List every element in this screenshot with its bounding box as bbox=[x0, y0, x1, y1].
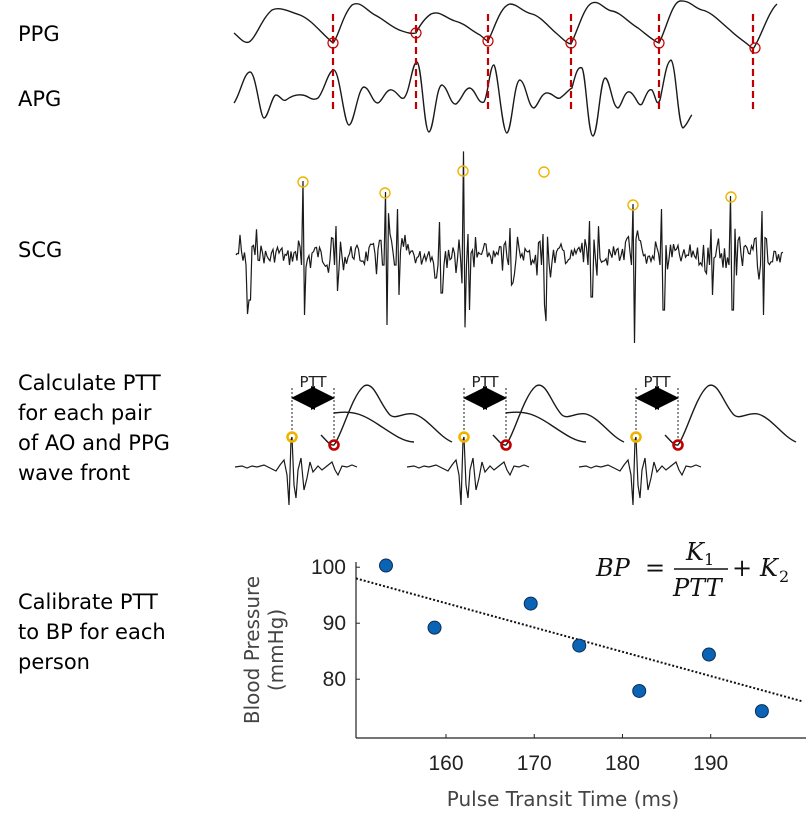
eq-term: K bbox=[759, 554, 780, 582]
x-tick-label: 160 bbox=[428, 752, 463, 775]
ppg-foot-marker bbox=[653, 37, 665, 49]
ppg-foot-marker bbox=[565, 37, 577, 49]
scg-label: SCG bbox=[18, 238, 63, 262]
calibrate-step-label: Calibrate PTT to BP for each person bbox=[18, 590, 166, 674]
eq-term-sub: 2 bbox=[779, 567, 789, 586]
ppg-foot-marker bbox=[672, 439, 684, 451]
y-axis-title: Blood Pressure bbox=[240, 576, 264, 724]
y-axis-units: (mmHg) bbox=[264, 609, 288, 691]
eq-plus: + bbox=[732, 554, 752, 582]
ppg-foot-marker bbox=[500, 439, 512, 451]
ptt-label: PTT bbox=[471, 373, 499, 391]
apg-label: APG bbox=[18, 87, 62, 111]
ptt-step-label: Calculate PTT for each pair of AO and PP… bbox=[18, 371, 170, 485]
ppg-waveform bbox=[233, 0, 778, 51]
ptt-pairs: PTT PTT PTT bbox=[234, 373, 797, 506]
scg-beat-fragment bbox=[578, 436, 702, 506]
ppg-foot-markers bbox=[327, 27, 761, 54]
ao-marker bbox=[627, 199, 639, 211]
eq-denominator: PTT bbox=[672, 574, 724, 602]
ppg-foot-marker bbox=[328, 439, 340, 451]
ao-markers bbox=[297, 165, 737, 211]
data-point bbox=[572, 638, 587, 653]
data-point bbox=[754, 704, 769, 719]
eq-lhs: BP bbox=[595, 554, 631, 582]
ppg-foot-marker bbox=[410, 27, 422, 39]
data-point bbox=[632, 683, 647, 698]
alignment-lines bbox=[331, 14, 755, 112]
ppg-foot-marker bbox=[327, 37, 339, 49]
x-tick-label: 190 bbox=[693, 752, 728, 775]
ppg-beat-fragment bbox=[505, 384, 797, 446]
ptt-label: PTT bbox=[643, 373, 671, 391]
eq-equals: = bbox=[645, 554, 665, 582]
y-tick-label: 100 bbox=[311, 556, 346, 579]
scg-beat-fragment bbox=[406, 436, 530, 506]
ptt-pair: PTT bbox=[505, 373, 797, 506]
ao-marker bbox=[457, 165, 469, 177]
ao-marker bbox=[538, 166, 550, 178]
data-point bbox=[427, 620, 442, 635]
data-point bbox=[523, 596, 538, 611]
ao-marker bbox=[286, 431, 298, 443]
ao-marker bbox=[630, 431, 642, 443]
ao-marker bbox=[297, 176, 309, 188]
data-point bbox=[379, 558, 393, 573]
ppg-label: PPG bbox=[18, 22, 60, 46]
eq-numerator: K bbox=[685, 538, 706, 566]
y-tick-label: 90 bbox=[323, 612, 346, 635]
bp-equation: BP = K 1 PTT + K 2 bbox=[595, 538, 789, 602]
eq-numerator-sub: 1 bbox=[704, 550, 714, 569]
scg-waveform bbox=[235, 151, 784, 344]
ppg-beat-fragment bbox=[333, 384, 625, 446]
ppg-foot-marker bbox=[749, 42, 761, 54]
ptt-pair: PTT bbox=[333, 373, 625, 506]
data-point bbox=[701, 647, 716, 662]
x-tick-label: 180 bbox=[605, 752, 640, 775]
ptt-pair: PTT bbox=[234, 373, 453, 506]
ppg-beat-fragment bbox=[320, 384, 453, 446]
x-axis-title: Pulse Transit Time (ms) bbox=[447, 787, 679, 811]
ao-marker bbox=[725, 191, 737, 203]
ao-marker bbox=[458, 431, 470, 443]
x-tick-label: 170 bbox=[517, 752, 552, 775]
apg-waveform bbox=[233, 59, 693, 137]
ptt-label: PTT bbox=[299, 373, 327, 391]
y-tick-label: 80 bbox=[323, 668, 346, 691]
ppg-foot-marker bbox=[482, 35, 494, 47]
ao-marker bbox=[379, 187, 391, 199]
scg-beat-fragment bbox=[234, 436, 358, 506]
bp-ptt-chart: 80 90 100 160 170 180 190 Pulse Transit Time … bbox=[240, 556, 806, 811]
